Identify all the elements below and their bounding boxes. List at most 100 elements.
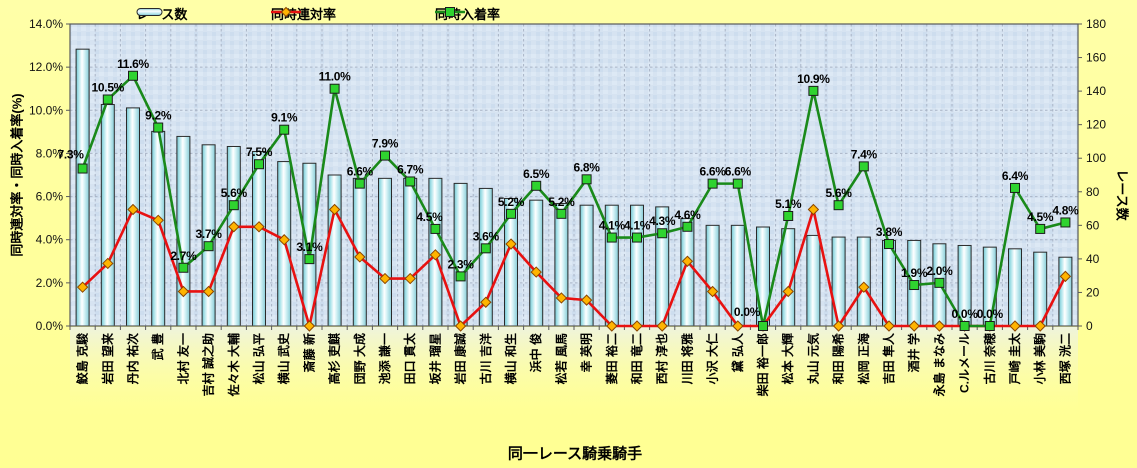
diamond-marker — [555, 292, 568, 304]
x-category-label: C.ルメール — [958, 333, 972, 393]
bar — [453, 182, 468, 327]
data-label: 3.7% — [196, 227, 223, 241]
data-label: 11.6% — [117, 57, 149, 71]
bar — [100, 104, 115, 327]
legend-red-line-swatch-icon — [271, 6, 301, 18]
bar — [327, 174, 342, 327]
diamond-marker — [580, 294, 593, 306]
data-label: 10.9% — [797, 72, 830, 86]
square-marker — [380, 150, 390, 161]
data-label: 2.0% — [926, 264, 953, 278]
data-label: 4.6% — [674, 208, 701, 222]
bar — [176, 135, 191, 327]
x-category-label: 松山 弘平 — [251, 333, 266, 384]
square-marker — [682, 221, 693, 232]
x-category-label: 吉田 隼人 — [881, 332, 896, 384]
x-category-label: 北村 友一 — [175, 333, 190, 384]
square-marker — [304, 254, 315, 265]
data-label: 7.3% — [58, 148, 85, 162]
data-label: 5.1% — [775, 197, 802, 211]
diamond-marker — [1034, 320, 1046, 332]
square-marker — [606, 232, 617, 243]
diamond-marker — [480, 296, 492, 308]
bar — [806, 234, 821, 327]
data-label: 6.7% — [397, 162, 424, 176]
data-label: 1.9% — [901, 266, 928, 280]
bar — [579, 204, 594, 327]
legend-item-nyuchaku: 同時入着率 — [435, 5, 500, 22]
diamond-marker — [76, 281, 89, 293]
diamond-marker — [858, 281, 870, 293]
square-marker — [959, 321, 970, 331]
right-tick-label: 120 — [1086, 118, 1106, 132]
diamond-marker — [908, 320, 920, 332]
right-tick-label: 140 — [1086, 84, 1106, 98]
square-marker — [279, 124, 290, 135]
x-category-label: 幸 英明 — [579, 333, 594, 372]
data-label: 9.1% — [271, 111, 298, 125]
diamond-marker — [152, 214, 164, 227]
right-tick-label: 180 — [1086, 17, 1106, 31]
data-label: 4.3% — [649, 214, 676, 228]
x-category-label: 小沢 大仁 — [705, 333, 720, 384]
square-marker — [657, 228, 668, 239]
diamond-marker — [732, 320, 744, 332]
right-tick-label: 60 — [1086, 218, 1100, 232]
square-marker — [783, 210, 794, 221]
data-label: 6.6% — [725, 165, 752, 179]
right-tick-label: 160 — [1086, 51, 1106, 65]
x-category-label: 浜中 俊 — [528, 333, 543, 372]
data-label: 6.6% — [700, 165, 727, 179]
x-category-label: 横山 武史 — [276, 332, 291, 384]
同時連対率-line — [81, 208, 1067, 328]
data-label: 6.4% — [1002, 169, 1029, 183]
left-tick-label: 8.0% — [36, 146, 64, 160]
xlabel-band — [70, 327, 1078, 415]
bar — [831, 236, 846, 327]
x-category-label: 鮫島 克駿 — [75, 332, 90, 384]
diamond-marker — [328, 203, 341, 216]
data-label: 6.8% — [574, 160, 601, 174]
data-label: 4.5% — [416, 210, 443, 224]
data-label: 4.1% — [599, 219, 626, 233]
diamond-marker — [782, 285, 794, 298]
x-category-label: 団野 大成 — [352, 333, 367, 384]
legend-item-rentai: 同時連対率 — [271, 5, 336, 22]
diamond-marker — [404, 272, 416, 285]
square-marker — [858, 161, 869, 172]
diamond-marker — [933, 320, 946, 332]
diamond-marker — [379, 272, 391, 285]
x-category-label: 黛 弘人 — [730, 332, 745, 372]
diamond-marker — [1009, 320, 1021, 332]
x-category-label: 永島 まなみ — [931, 333, 946, 397]
diamond-marker — [606, 320, 618, 332]
square-marker — [556, 208, 567, 219]
left-tick-label: 14.0% — [29, 17, 63, 31]
square-marker — [732, 178, 743, 189]
data-label: 7.5% — [246, 145, 273, 159]
diamond-marker — [656, 320, 668, 332]
data-label: 4.5% — [1027, 210, 1054, 224]
x-category-label: 菱田 裕二 — [604, 333, 619, 384]
left-tick-label: 0.0% — [36, 319, 64, 333]
diamond-marker — [681, 255, 694, 267]
diamond-marker — [832, 320, 845, 332]
square-marker — [884, 239, 894, 250]
x-category-label: 斎藤 新 — [301, 333, 316, 372]
x-category-label: 池添 謙一 — [377, 333, 392, 384]
data-label: 0.0% — [977, 307, 1004, 321]
x-category-label: 高杉 吏麒 — [327, 333, 342, 384]
bar — [252, 151, 266, 327]
bar — [705, 224, 720, 327]
square-marker — [128, 70, 138, 81]
diamond-marker — [127, 203, 139, 216]
diamond-marker — [354, 251, 366, 263]
diamond-marker — [631, 320, 643, 332]
bar — [151, 130, 166, 327]
diamond-marker — [253, 221, 265, 233]
square-marker — [228, 200, 239, 211]
diamond-marker — [706, 285, 719, 298]
x-category-label: 武 豊 — [150, 333, 165, 360]
square-marker — [758, 321, 768, 331]
